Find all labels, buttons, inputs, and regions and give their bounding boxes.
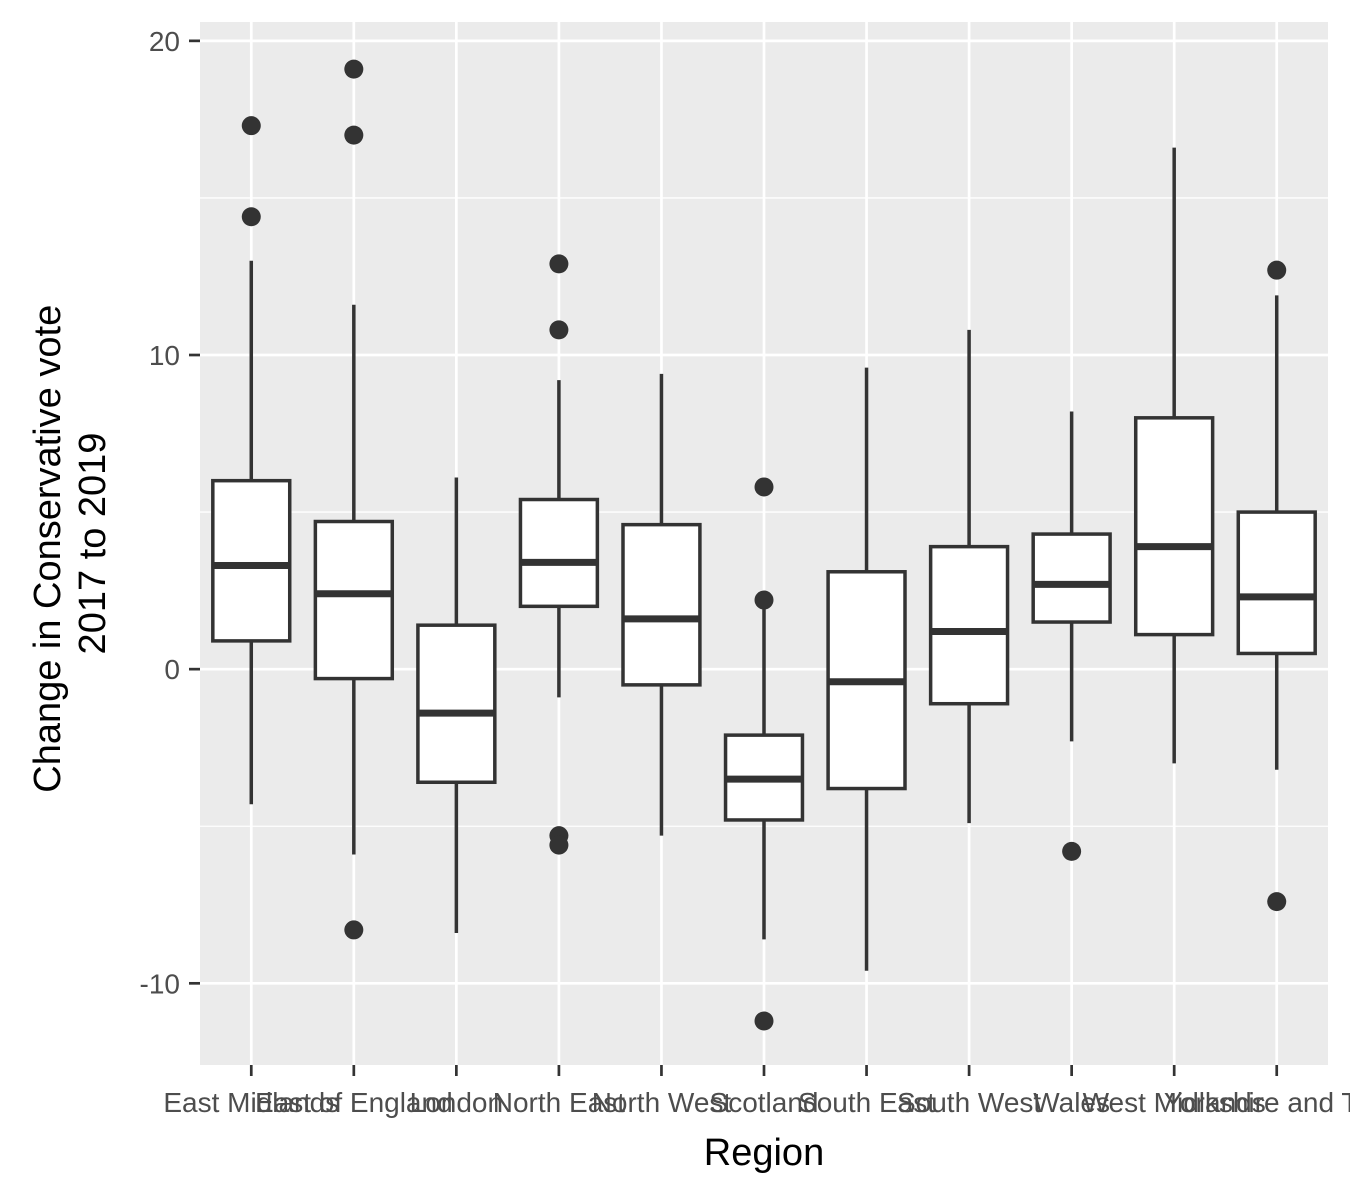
box-iqr [416, 623, 497, 785]
outlier-point [344, 59, 364, 79]
x-tick-label: Wales [1033, 1087, 1110, 1118]
box-8 [928, 329, 1010, 824]
box-5 [621, 373, 702, 836]
box-iqr [518, 497, 600, 609]
x-tick-label: North East [493, 1087, 625, 1118]
x-tick-label: East Midlands [163, 1087, 339, 1118]
x-tick-label: Yorkshire and The [1164, 1087, 1350, 1118]
box-iqr [1133, 416, 1215, 637]
x-tick-label: South West [897, 1087, 1041, 1118]
box-10 [1133, 147, 1215, 764]
outlier-point [549, 835, 569, 855]
x-tick-label: South East [798, 1087, 935, 1118]
x-tick-label: East of England [255, 1087, 453, 1118]
outlier-point [241, 116, 261, 136]
outlier-point [754, 477, 774, 497]
outlier-point [754, 1011, 774, 1031]
box-11 [1236, 260, 1317, 912]
x-tick-label: London [410, 1087, 503, 1118]
y-axis: -10 0 10 20 [140, 26, 200, 999]
box-iqr [621, 522, 702, 687]
box-iqr [1031, 532, 1112, 624]
box-3 [416, 477, 497, 934]
box-6 [723, 477, 805, 1031]
box-series [211, 59, 1317, 1031]
outlier-point [1267, 892, 1287, 912]
box-1 [211, 116, 292, 805]
box-7 [826, 367, 907, 971]
x-tick-label: West Midlands [1083, 1087, 1266, 1118]
box-iqr [928, 544, 1010, 706]
box-iqr [1236, 510, 1317, 656]
box-iqr [313, 519, 395, 681]
outlier-point [754, 590, 774, 610]
y-tick-label: 20 [149, 26, 180, 57]
x-tick-label: Scotland [710, 1087, 819, 1118]
outlier-point [1062, 841, 1082, 861]
x-tick-label: North West [592, 1087, 732, 1118]
y-axis-title: Change in Conservative vote 2017 to 2019 [27, 294, 114, 793]
y-tick-label: 10 [149, 340, 180, 371]
outlier-point [241, 207, 261, 227]
box-2 [313, 59, 395, 940]
outlier-point [344, 125, 364, 145]
box-9 [1031, 411, 1112, 861]
outlier-point [549, 254, 569, 274]
outlier-point [1267, 260, 1287, 280]
y-axis-title-line-1: Change in Conservative vote [27, 305, 69, 793]
box-iqr [211, 478, 292, 643]
y-axis-title-line-2: 2017 to 2019 [72, 433, 114, 655]
box-4 [518, 254, 600, 855]
y-tick-label: 0 [164, 654, 180, 685]
x-axis-title: Region [704, 1132, 824, 1174]
y-tick-label: -10 [140, 968, 180, 999]
outlier-point [549, 320, 569, 340]
outlier-point [344, 920, 364, 940]
